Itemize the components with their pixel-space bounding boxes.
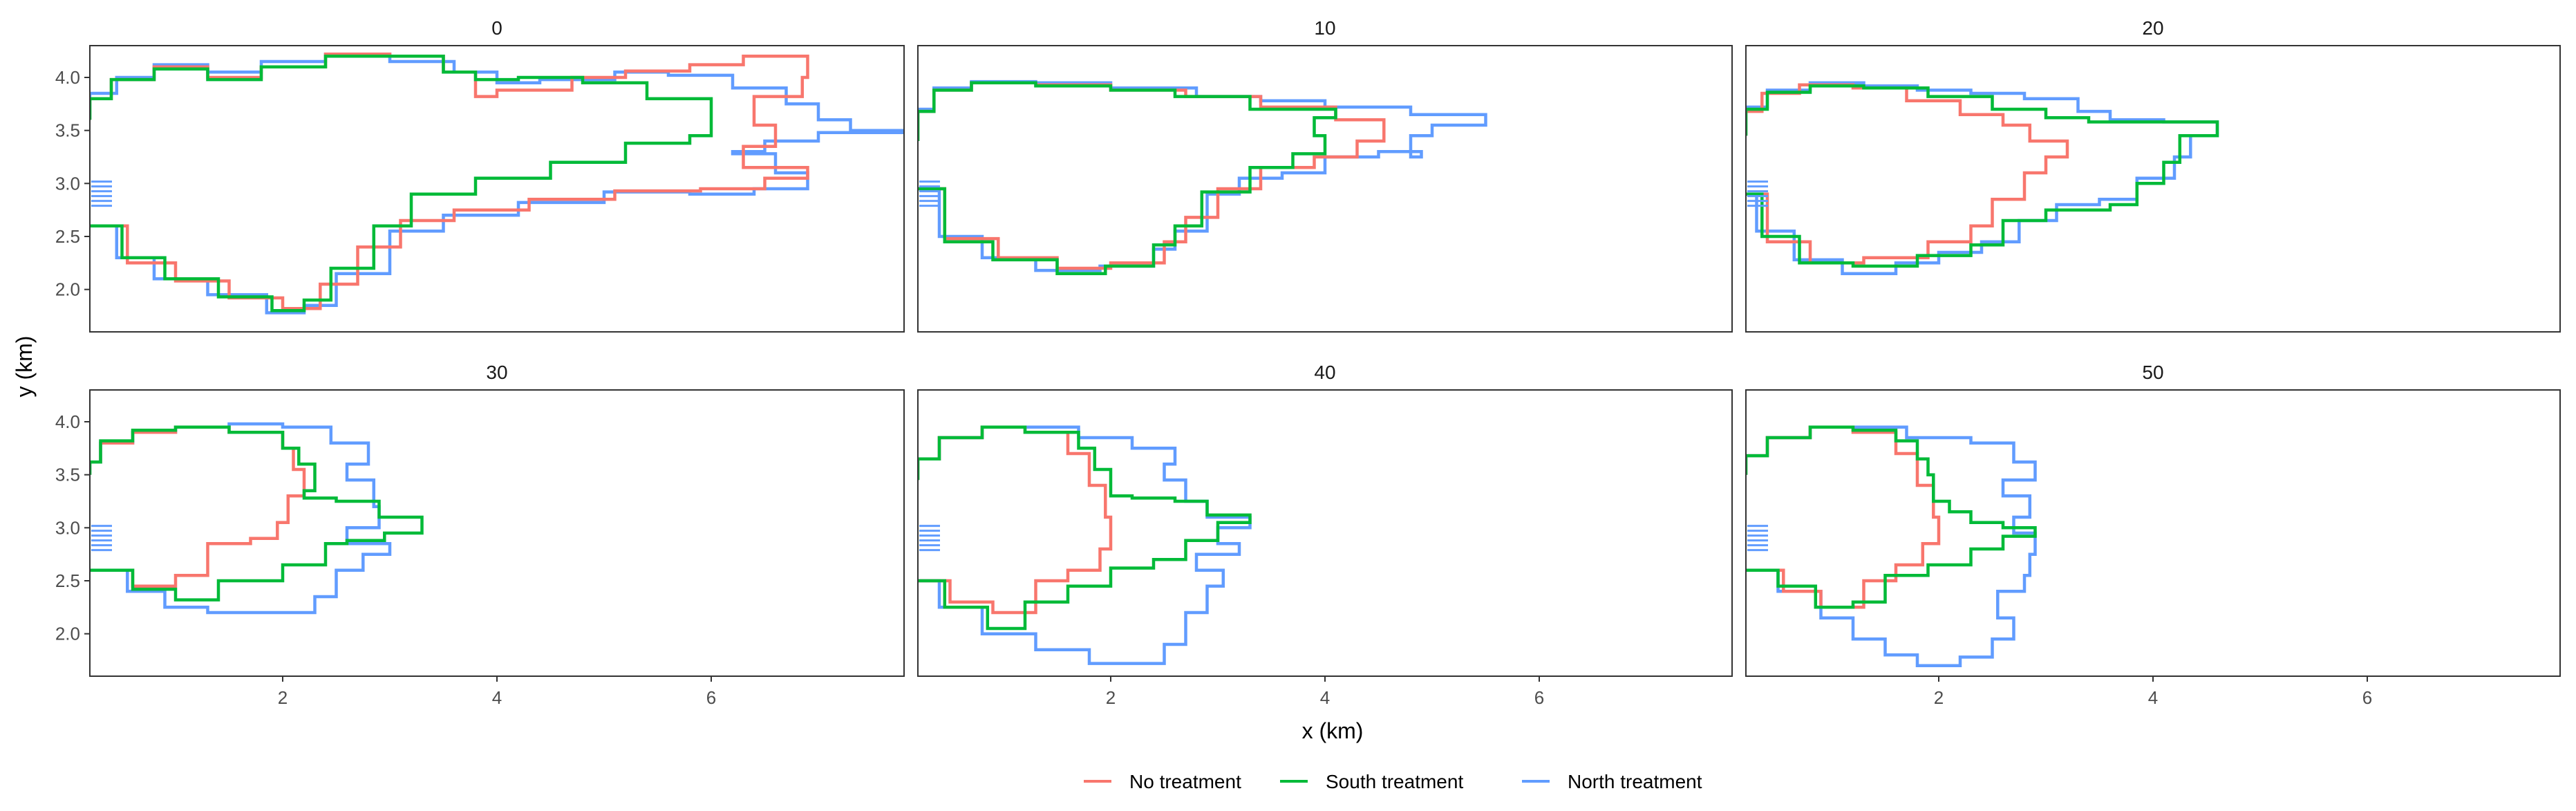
edge-artifact [91, 525, 112, 552]
y-tick-label: 2.5 [55, 226, 80, 247]
x-tick-label: 4 [492, 687, 502, 708]
x-tick-label: 4 [1320, 687, 1330, 708]
edge-artifact [91, 180, 112, 207]
panel-plot-area [918, 80, 1487, 275]
facet-panel-20: 20 [1745, 17, 2561, 333]
series-line-south-treatment [90, 55, 713, 313]
x-tick-label: 6 [2362, 687, 2372, 708]
facet-title: 20 [2142, 17, 2163, 39]
series-line-south-treatment [1746, 84, 2219, 268]
panel-border [1745, 45, 2561, 333]
edge-artifact [1747, 525, 1768, 552]
y-tick-label: 3.0 [55, 517, 80, 538]
panel-plot-area [918, 425, 1252, 665]
x-tick-label: 2 [1106, 687, 1116, 708]
legend-label-south-treatment: South treatment [1326, 771, 1463, 792]
facet-panel-30: 30 2.0 2.5 3.0 3.5 4.0 2 4 6 [55, 362, 905, 708]
y-tick-label: 3.0 [55, 173, 80, 194]
legend-label-no-treatment: No treatment [1129, 771, 1241, 792]
y-tick-label: 4.0 [55, 67, 80, 88]
series-line-south-treatment [90, 425, 424, 602]
legend: No treatment South treatment North treat… [1084, 771, 1702, 792]
facet-panel-40: 40 2 4 6 [917, 362, 1733, 708]
edge-artifact [919, 180, 940, 207]
x-tick-label: 2 [278, 687, 288, 708]
facet-panel-50: 50 2 4 6 [1745, 362, 2561, 708]
facet-panel-10: 10 [917, 17, 1733, 333]
series-line-north-treatment [918, 425, 1252, 665]
y-tick-label: 2.0 [55, 279, 80, 300]
facet-title: 50 [2142, 362, 2163, 383]
facet-title: 40 [1314, 362, 1335, 383]
y-tick-label: 2.0 [55, 624, 80, 644]
panel-plot-area [1746, 81, 2219, 275]
series-line-north-treatment [918, 80, 1487, 272]
panel-plot-area [90, 422, 424, 615]
edge-artifact [919, 525, 940, 552]
y-tick-label: 3.5 [55, 120, 80, 141]
y-tick-label: 4.0 [55, 411, 80, 432]
x-tick-label: 2 [1934, 687, 1944, 708]
series-line-south-treatment [1746, 425, 2037, 609]
panel-plot-area [1746, 425, 2037, 667]
panel-border [89, 45, 905, 333]
y-tick-label: 3.5 [55, 465, 80, 485]
facet-title: 0 [491, 17, 502, 39]
x-tick-label: 6 [706, 687, 716, 708]
facet-title: 30 [486, 362, 507, 383]
legend-label-north-treatment: North treatment [1568, 771, 1702, 792]
panel-plot-area [90, 53, 904, 315]
y-axis-title: y (km) [12, 336, 37, 398]
x-axis-title: x (km) [1302, 718, 1364, 743]
panel-border [917, 45, 1733, 333]
series-line-north-treatment [1746, 425, 2037, 667]
facet-panel-0: 0 2.0 2.5 3.0 3.5 4.0 [55, 17, 905, 333]
series-line-south-treatment [918, 425, 1252, 631]
x-tick-label: 6 [1534, 687, 1544, 708]
edge-artifact [1747, 180, 1768, 207]
facet-title: 10 [1314, 17, 1335, 39]
x-tick-label: 4 [2148, 687, 2158, 708]
series-line-south-treatment [918, 81, 1337, 275]
y-tick-label: 2.5 [55, 570, 80, 591]
